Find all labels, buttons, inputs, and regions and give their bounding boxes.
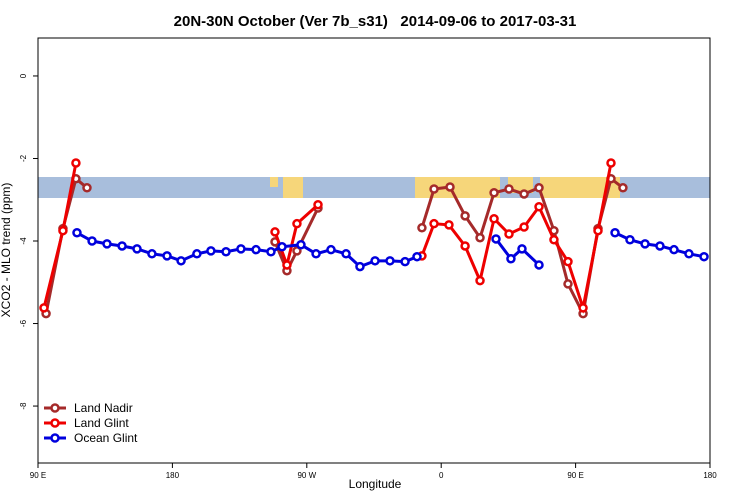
x-tick-label: 180 xyxy=(166,471,180,480)
data-point xyxy=(341,249,351,259)
data-point xyxy=(71,158,81,168)
x-tick-label: 90 E xyxy=(30,471,46,480)
legend-marker xyxy=(50,433,60,443)
data-point xyxy=(504,229,514,239)
data-point xyxy=(292,218,302,229)
data-point xyxy=(519,222,529,232)
series-line xyxy=(494,238,541,267)
data-point xyxy=(489,187,499,198)
data-point xyxy=(313,199,323,210)
data-point xyxy=(563,256,573,267)
data-point xyxy=(534,183,544,193)
data-point xyxy=(625,235,635,245)
data-point xyxy=(72,228,82,238)
legend-label: Land Nadir xyxy=(74,401,133,415)
data-point xyxy=(578,303,588,313)
data-point xyxy=(236,244,246,254)
data-point xyxy=(400,256,410,267)
legend-marker xyxy=(50,418,60,428)
data-point xyxy=(669,244,679,255)
data-point xyxy=(489,213,499,224)
data-point xyxy=(491,234,501,244)
data-point xyxy=(549,235,559,245)
data-point xyxy=(475,275,485,286)
data-point xyxy=(270,227,280,237)
x-tick-label: 90 E xyxy=(567,471,583,480)
data-point xyxy=(460,241,470,251)
data-point xyxy=(117,241,127,251)
x-tick-label: 0 xyxy=(439,471,444,480)
data-point xyxy=(87,236,97,246)
y-tick-label: -2 xyxy=(19,154,28,162)
data-point xyxy=(534,260,544,270)
data-point xyxy=(444,220,454,230)
data-point xyxy=(82,183,92,193)
data-point xyxy=(610,228,620,238)
data-point xyxy=(699,251,709,262)
data-point xyxy=(593,225,603,236)
y-tick-label: -4 xyxy=(19,237,28,245)
data-point xyxy=(292,246,302,256)
data-point xyxy=(640,239,650,249)
data-point xyxy=(326,244,336,255)
data-point xyxy=(417,223,427,233)
y-tick-label: -6 xyxy=(19,319,28,327)
legend-label: Land Glint xyxy=(74,416,129,430)
data-point xyxy=(206,246,216,256)
data-point xyxy=(429,218,439,229)
chart-title: 20N-30N October (Ver 7b_s31) 2014-09-06 … xyxy=(174,13,577,30)
x-axis-label: Longitude xyxy=(349,477,402,491)
data-point xyxy=(282,260,292,270)
data-point xyxy=(39,303,49,313)
land-patch xyxy=(270,177,278,187)
data-point xyxy=(370,256,380,266)
land-patch xyxy=(415,177,500,198)
data-point xyxy=(460,211,470,221)
x-tick-label: 90 W xyxy=(297,471,316,480)
data-point xyxy=(475,232,485,243)
land-patch xyxy=(540,177,620,198)
data-point xyxy=(192,249,202,259)
data-point xyxy=(311,249,321,259)
y-axis-label: XCO2 - MLO trend (ppm) xyxy=(0,183,13,318)
data-point xyxy=(296,239,306,250)
land-patch xyxy=(508,177,533,193)
data-point xyxy=(355,261,365,272)
data-point xyxy=(655,241,665,251)
data-point xyxy=(385,256,395,266)
x-tick-label: 180 xyxy=(703,471,717,480)
data-point xyxy=(618,183,628,193)
legend-marker xyxy=(50,403,60,413)
data-point xyxy=(266,246,276,257)
y-tick-label: 0 xyxy=(19,73,28,78)
data-point xyxy=(277,242,287,252)
plot-frame xyxy=(37,37,711,464)
data-point xyxy=(684,249,694,259)
data-point xyxy=(221,246,231,257)
data-point xyxy=(412,251,422,262)
y-tick-label: -8 xyxy=(19,402,28,410)
land-patch xyxy=(283,177,303,198)
data-point xyxy=(102,239,112,249)
data-point xyxy=(606,158,616,168)
series-line xyxy=(273,207,320,275)
data-point xyxy=(147,249,157,259)
data-point xyxy=(162,251,172,261)
data-point xyxy=(517,244,527,254)
data-point xyxy=(429,184,439,194)
data-point xyxy=(563,279,573,289)
data-point xyxy=(445,182,455,192)
data-point xyxy=(132,244,142,254)
data-point xyxy=(176,256,186,266)
data-point xyxy=(504,184,514,194)
data-point xyxy=(519,189,529,199)
data-point xyxy=(58,225,68,236)
legend-label: Ocean Glint xyxy=(74,431,138,445)
data-point xyxy=(251,244,261,255)
data-point xyxy=(534,202,544,212)
data-point xyxy=(506,254,516,264)
